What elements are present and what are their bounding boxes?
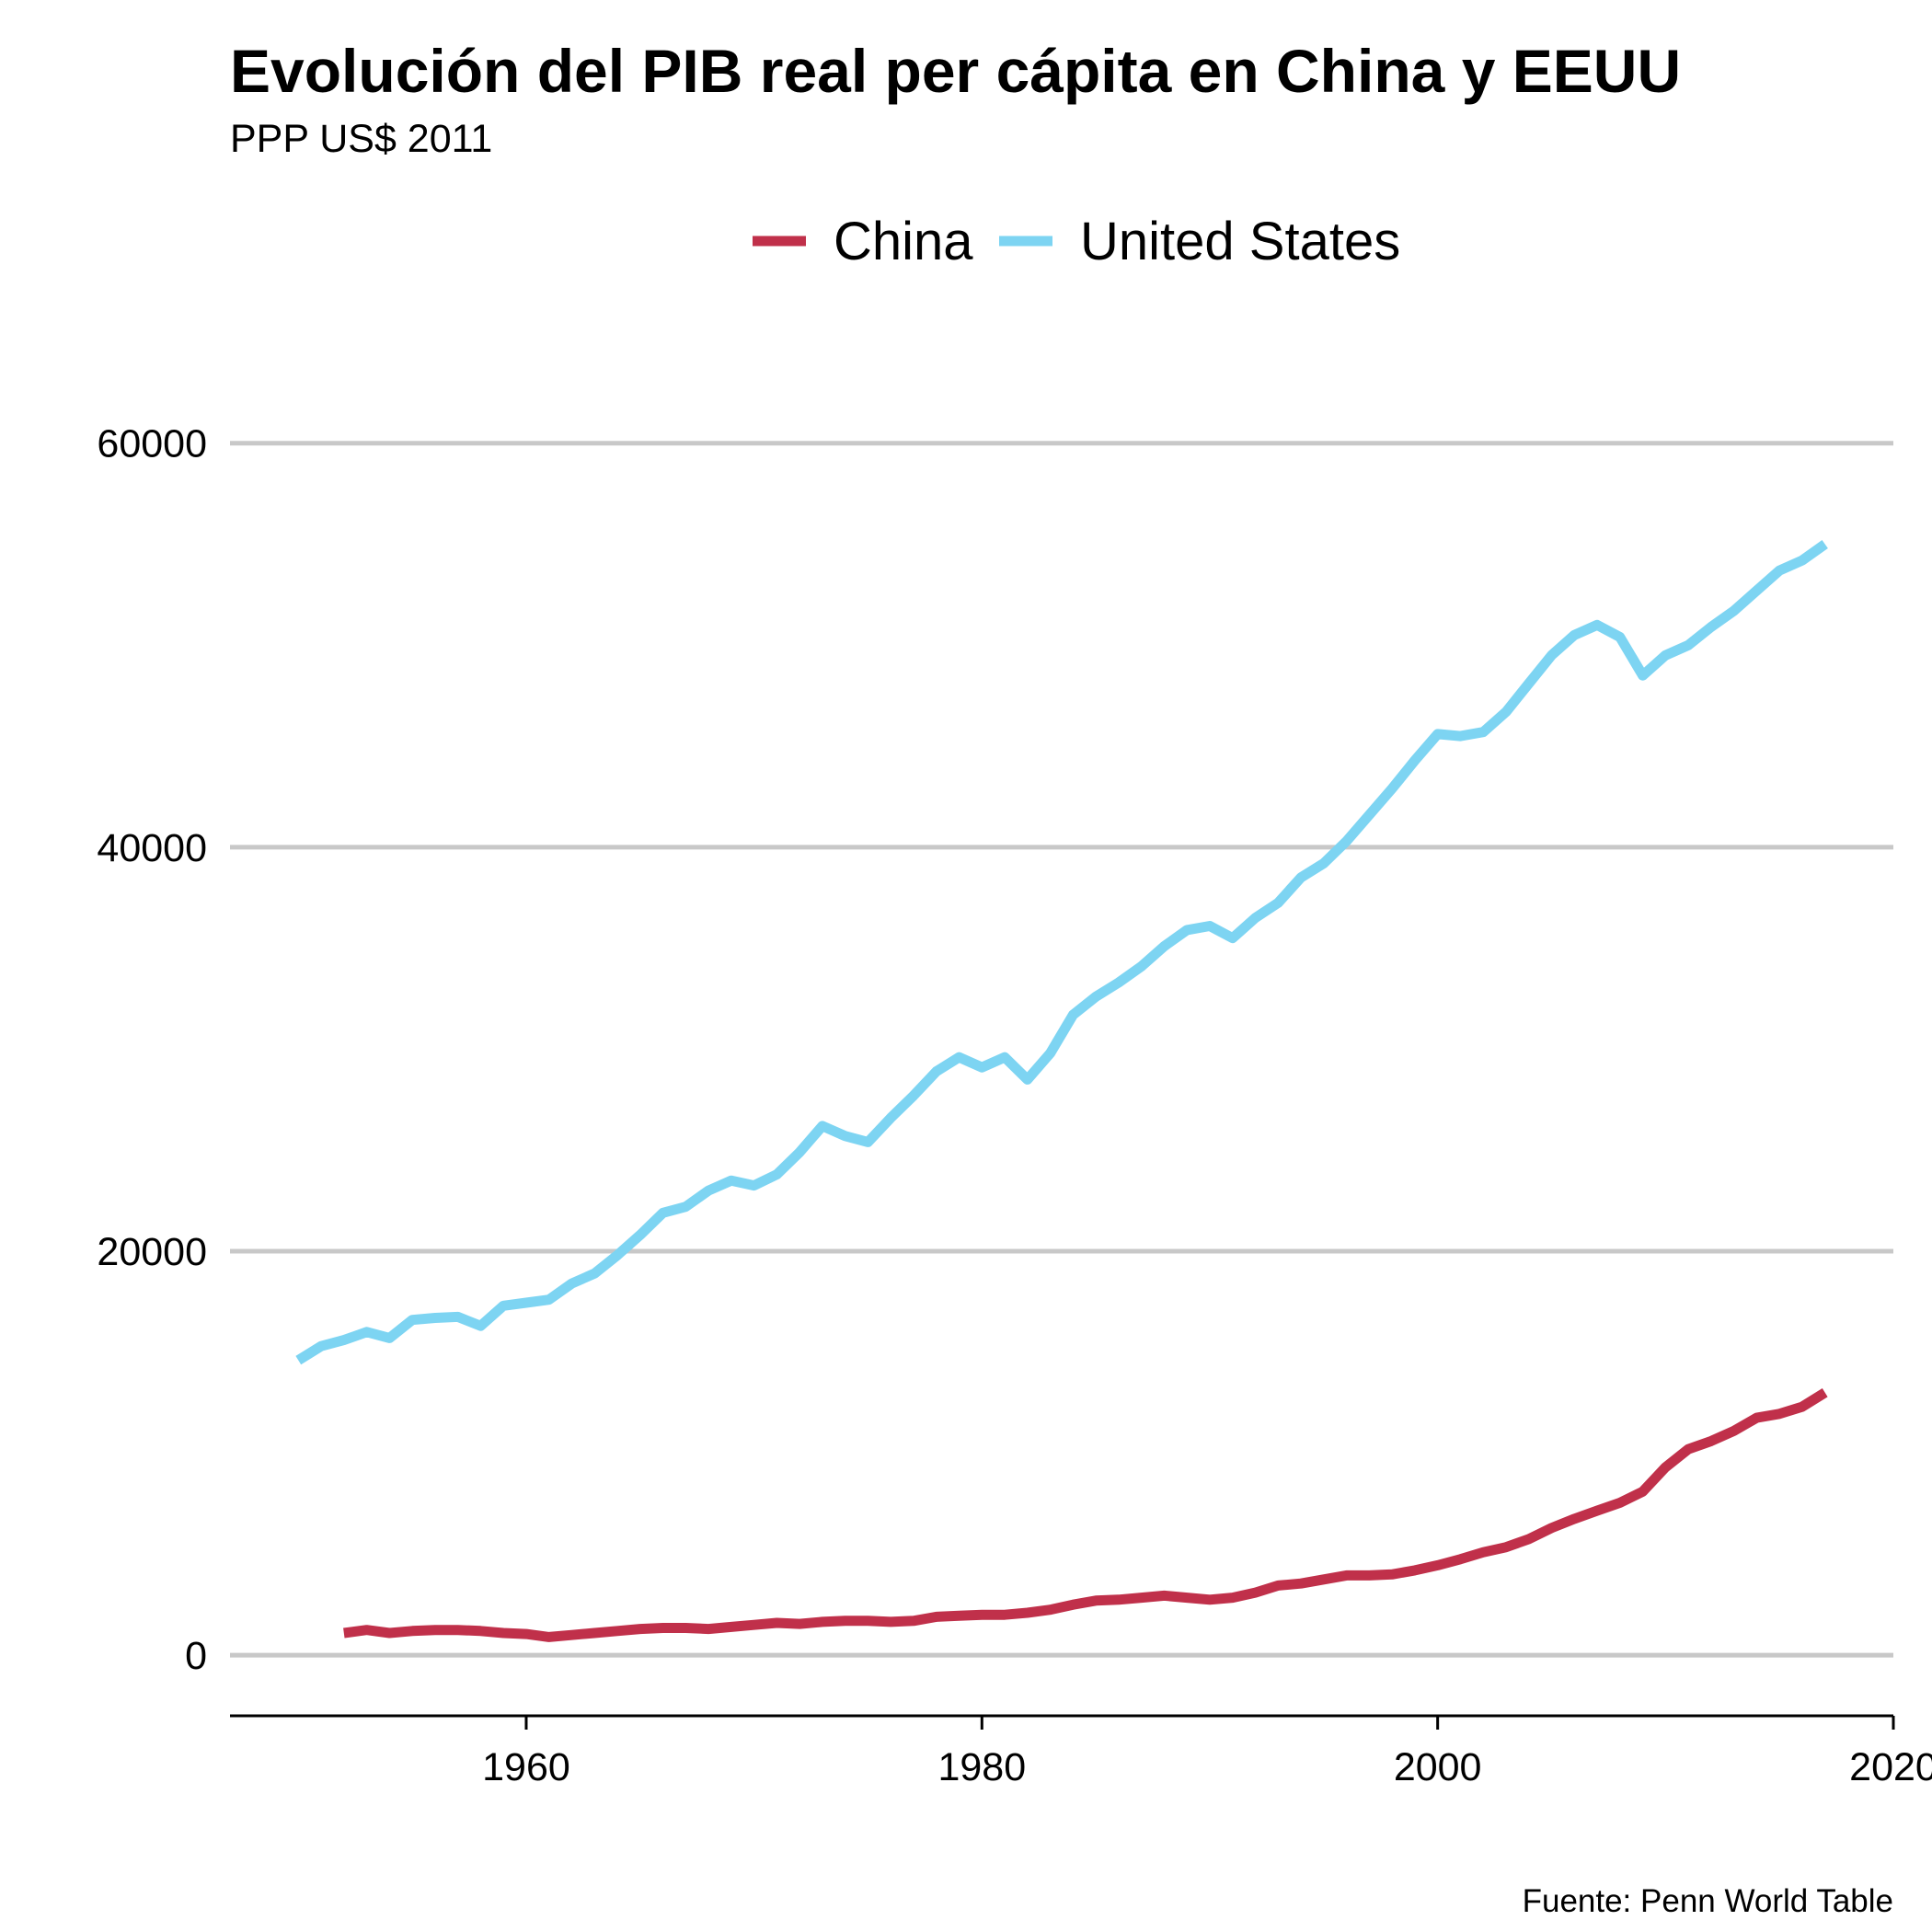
x-tick-label: 2000 (1394, 1745, 1482, 1789)
x-axis: 1960 1980 2000 2020 (230, 1714, 1932, 1789)
gridlines (230, 441, 1893, 1658)
y-tick-label: 60000 (97, 422, 207, 466)
series-line-china (343, 1388, 1828, 1642)
legend-label-united-states: United States (1080, 212, 1400, 271)
x-tick-label: 1980 (937, 1745, 1026, 1789)
x-tick-label: 2020 (1849, 1745, 1932, 1789)
y-axis: 0 20000 40000 60000 (97, 422, 207, 1678)
y-tick-label: 20000 (97, 1230, 207, 1274)
legend-label-china: China (834, 212, 973, 271)
chart-title: Evolución del PIB real per cápita en Chi… (230, 37, 1681, 105)
y-tick-label: 0 (185, 1634, 207, 1678)
series-line-united-states (295, 540, 1828, 1365)
chart-subtitle: PPP US$ 2011 (230, 117, 492, 161)
plot-area (295, 540, 1828, 1642)
x-tick-label: 1960 (482, 1745, 570, 1789)
y-tick-label: 40000 (97, 826, 207, 870)
chart-legend: China United States (753, 212, 1400, 271)
chart-caption: Fuente: Penn World Table (1523, 1883, 1893, 1919)
